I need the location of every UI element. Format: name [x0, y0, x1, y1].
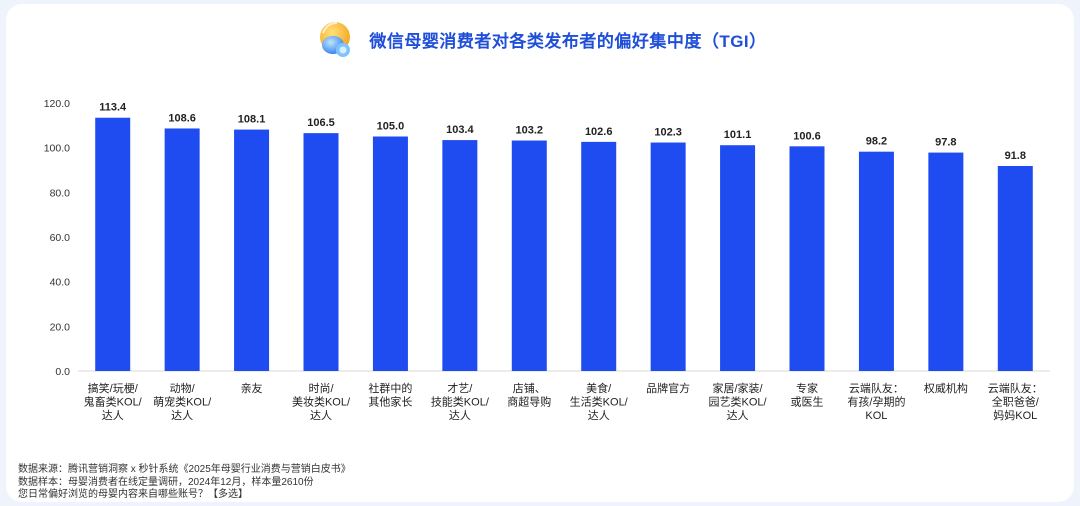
category-label: 专家: [796, 381, 818, 395]
category-label: 动物/: [170, 381, 196, 395]
category-label: 云端队友：: [988, 381, 1043, 395]
category-label: 生活类KOL/: [570, 395, 629, 409]
y-tick-label: 100.0: [44, 143, 70, 155]
bar: [442, 140, 478, 371]
y-tick-label: 60.0: [50, 232, 71, 244]
footer-source: 数据来源：腾讯营销洞察 x 秒针系统《2025年母婴行业消费与营销白皮书》: [18, 464, 351, 475]
y-tick-label: 40.0: [50, 277, 71, 289]
category-label: 有孩/孕期的: [847, 395, 905, 409]
y-tick-label: 0.0: [55, 366, 70, 378]
y-tick-label: 20.0: [50, 321, 71, 333]
category-label: 品牌官方: [646, 381, 690, 395]
category-label: 园艺类KOL/: [709, 395, 768, 409]
category-label: 萌宠类KOL/: [153, 395, 212, 409]
bar: [164, 128, 200, 371]
category-label: 达人: [588, 409, 610, 422]
data-label: 108.1: [238, 114, 266, 126]
data-label: 103.2: [516, 125, 544, 137]
category-label: 达人: [449, 409, 471, 422]
data-label: 91.8: [1005, 150, 1026, 162]
chart-title: 微信母婴消费者对各类发布者的偏好集中度（TGI）: [369, 31, 767, 51]
bar: [928, 152, 964, 371]
category-label: 搞笑/玩梗/: [88, 381, 139, 395]
footer-question: 您日常偏好浏览的母婴内容来自哪些账号？【多选】: [18, 489, 248, 500]
bar: [95, 117, 131, 372]
category-label: KOL: [865, 410, 887, 422]
data-label: 113.4: [99, 102, 127, 114]
category-label: 或医生: [791, 395, 824, 409]
data-label: 100.6: [793, 130, 821, 142]
footer-notes: 数据来源：腾讯营销洞察 x 秒针系统《2025年母婴行业消费与营销白皮书》 数据…: [18, 464, 351, 502]
category-label: 美食/: [586, 381, 612, 395]
category-label: 亲友: [241, 381, 263, 395]
category-label: 技能类KOL/: [431, 395, 490, 409]
bar: [720, 145, 756, 371]
category-label: 家居/家装/: [713, 381, 764, 395]
category-label: 云端队友：: [849, 381, 904, 395]
y-tick-label: 120.0: [44, 98, 70, 110]
category-label: 店铺、: [513, 381, 546, 395]
data-label: 102.3: [654, 127, 682, 139]
bar: [372, 136, 408, 371]
category-label: 全职爸爸/: [992, 395, 1040, 409]
bar: [581, 141, 617, 371]
bar: [303, 133, 339, 371]
data-label: 97.8: [935, 137, 956, 149]
category-label: 鬼畜类KOL/: [84, 395, 143, 409]
category-label: 达人: [102, 409, 124, 422]
category-label: 妈妈KOL: [993, 408, 1037, 422]
footer-sample: 数据样本：母婴消费者在线定量调研，2024年12月，样本量2610份: [18, 476, 314, 488]
category-label: 权威机构: [924, 381, 968, 395]
bar: [789, 146, 825, 371]
category-label: 商超导购: [507, 395, 551, 409]
chart-header: 微信母婴消费者对各类发布者的偏好集中度（TGI）: [0, 14, 1080, 64]
data-label: 98.2: [866, 136, 887, 148]
category-label: 达人: [171, 409, 193, 422]
category-label: 社群中的: [368, 381, 412, 395]
category-label: 才艺/: [447, 381, 473, 395]
data-label: 101.1: [724, 129, 752, 141]
bar: [650, 142, 686, 371]
data-label: 103.4: [446, 124, 474, 136]
category-label: 其他家长: [368, 395, 412, 409]
data-label: 102.6: [585, 126, 613, 138]
y-tick-label: 80.0: [50, 187, 71, 199]
bar: [997, 165, 1033, 371]
bar: [511, 140, 547, 371]
data-label: 108.6: [168, 112, 196, 124]
data-label: 105.0: [377, 121, 405, 133]
category-label: 时尚/: [308, 381, 334, 395]
category-label: 美妆类KOL/: [292, 395, 351, 409]
category-label: 达人: [727, 409, 749, 422]
baby-bottle-icon: [320, 22, 351, 57]
bar: [858, 151, 894, 371]
category-label: 达人: [310, 409, 332, 422]
bar: [234, 129, 270, 371]
data-label: 106.5: [307, 117, 335, 129]
